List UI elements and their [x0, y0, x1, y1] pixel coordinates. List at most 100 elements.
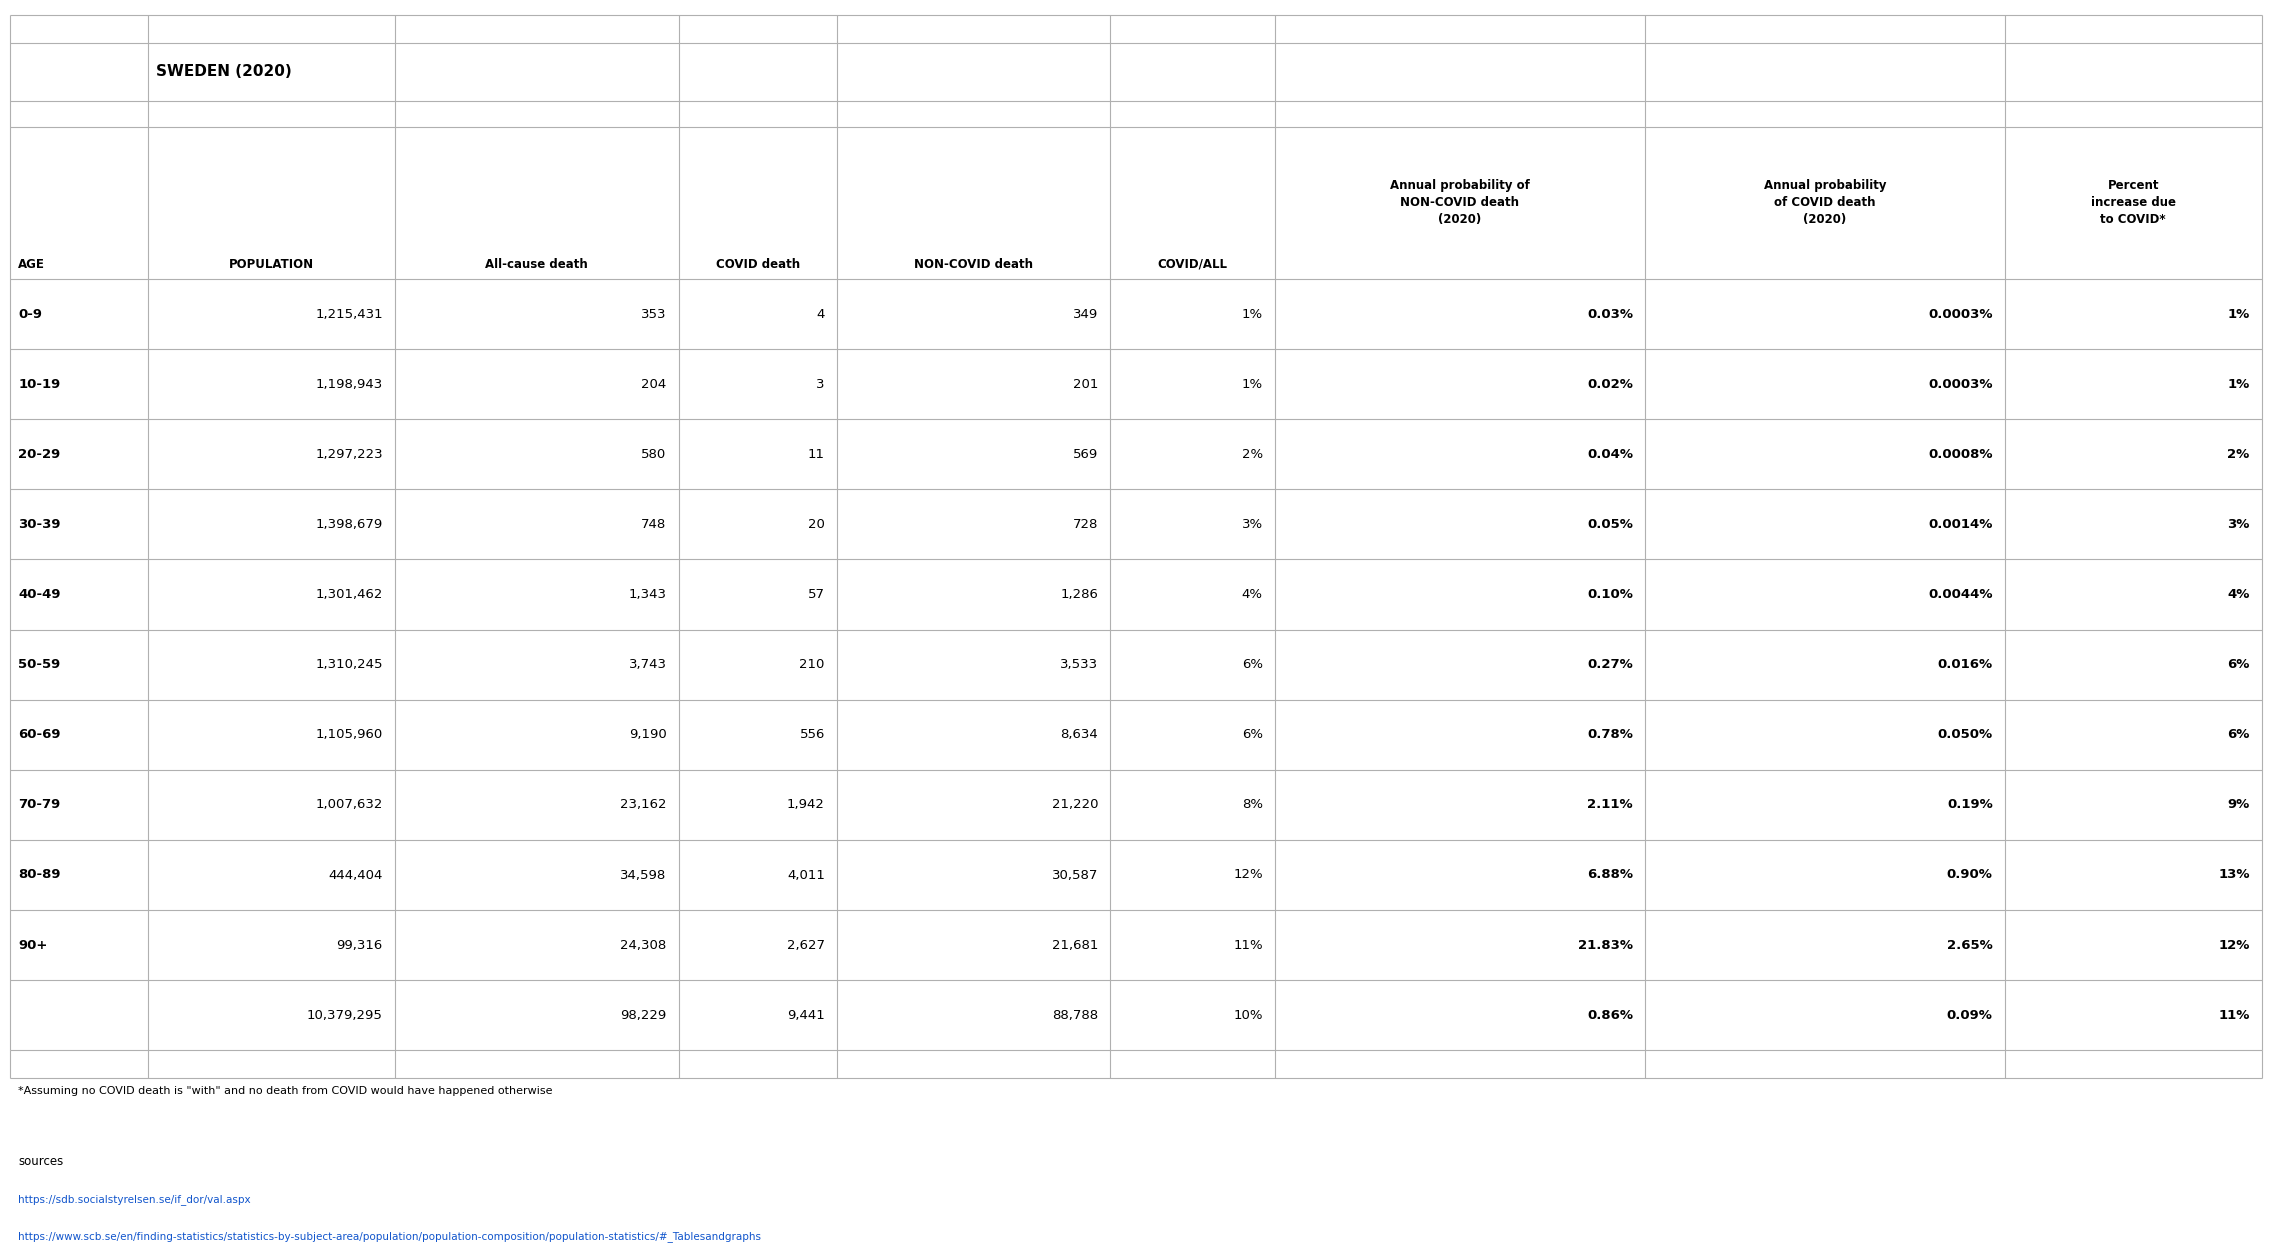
Text: 70-79: 70-79	[18, 799, 61, 811]
Text: 1%: 1%	[2227, 378, 2249, 391]
Text: 0.0003%: 0.0003%	[1929, 308, 1993, 320]
Text: 1,942: 1,942	[786, 799, 825, 811]
Text: *Assuming no COVID death is "with" and no death from COVID would have happened o: *Assuming no COVID death is "with" and n…	[18, 1086, 552, 1096]
Text: 99,316: 99,316	[336, 939, 382, 951]
Text: 0.09%: 0.09%	[1947, 1009, 1993, 1021]
Text: 0.0014%: 0.0014%	[1929, 518, 1993, 531]
Text: 1,301,462: 1,301,462	[316, 588, 382, 601]
Text: 4%: 4%	[1243, 588, 1263, 601]
Text: 90+: 90+	[18, 939, 48, 951]
Text: 21,220: 21,220	[1052, 799, 1097, 811]
Text: 3%: 3%	[2227, 518, 2249, 531]
Text: 11%: 11%	[1234, 939, 1263, 951]
Text: 0.90%: 0.90%	[1947, 869, 1993, 881]
Text: 8,634: 8,634	[1061, 729, 1097, 741]
Text: 0.10%: 0.10%	[1588, 588, 1634, 601]
Text: 6%: 6%	[1243, 729, 1263, 741]
Text: 1,007,632: 1,007,632	[316, 799, 382, 811]
Text: 1,343: 1,343	[629, 588, 666, 601]
Text: 0.0044%: 0.0044%	[1929, 588, 1993, 601]
Text: 2.65%: 2.65%	[1947, 939, 1993, 951]
Text: 6%: 6%	[2227, 729, 2249, 741]
Text: 569: 569	[1072, 448, 1097, 461]
Text: 0.050%: 0.050%	[1938, 729, 1993, 741]
Text: AGE: AGE	[18, 258, 45, 271]
Text: SWEDEN (2020): SWEDEN (2020)	[157, 64, 291, 79]
Text: 728: 728	[1072, 518, 1097, 531]
Text: 4,011: 4,011	[786, 869, 825, 881]
Text: 11: 11	[809, 448, 825, 461]
Text: 50-59: 50-59	[18, 659, 61, 671]
Text: 1,198,943: 1,198,943	[316, 378, 382, 391]
Text: 3: 3	[816, 378, 825, 391]
Text: 556: 556	[800, 729, 825, 741]
Text: 12%: 12%	[1234, 869, 1263, 881]
Text: NON-COVID death: NON-COVID death	[913, 258, 1034, 271]
Text: 9%: 9%	[2227, 799, 2249, 811]
Text: Annual probability
of COVID death
(2020): Annual probability of COVID death (2020)	[1763, 179, 1886, 226]
Text: 349: 349	[1072, 308, 1097, 320]
Text: 20-29: 20-29	[18, 448, 61, 461]
Text: 353: 353	[641, 308, 666, 320]
Text: 0.05%: 0.05%	[1588, 518, 1634, 531]
Text: 34,598: 34,598	[620, 869, 666, 881]
Text: 0.016%: 0.016%	[1938, 659, 1993, 671]
Text: 30,587: 30,587	[1052, 869, 1097, 881]
Text: 0.02%: 0.02%	[1588, 378, 1634, 391]
Text: 0.04%: 0.04%	[1586, 448, 1634, 461]
Text: 40-49: 40-49	[18, 588, 61, 601]
Text: 60-69: 60-69	[18, 729, 61, 741]
Text: 6%: 6%	[2227, 659, 2249, 671]
Text: All-cause death: All-cause death	[486, 258, 588, 271]
Text: 12%: 12%	[2217, 939, 2249, 951]
Text: 11%: 11%	[2217, 1009, 2249, 1021]
Text: 1%: 1%	[1243, 308, 1263, 320]
Text: 0.78%: 0.78%	[1588, 729, 1634, 741]
Text: 57: 57	[809, 588, 825, 601]
Text: 30-39: 30-39	[18, 518, 61, 531]
Text: 23,162: 23,162	[620, 799, 666, 811]
Text: 0.0008%: 0.0008%	[1929, 448, 1993, 461]
Text: 3%: 3%	[1243, 518, 1263, 531]
Text: 201: 201	[1072, 378, 1097, 391]
Text: 2,627: 2,627	[786, 939, 825, 951]
Text: 20: 20	[809, 518, 825, 531]
Text: 4%: 4%	[2227, 588, 2249, 601]
Text: Percent
increase due
to COVID*: Percent increase due to COVID*	[2090, 179, 2177, 226]
Text: 1,286: 1,286	[1061, 588, 1097, 601]
Text: 2%: 2%	[2227, 448, 2249, 461]
Text: 21.83%: 21.83%	[1577, 939, 1634, 951]
Text: sources: sources	[18, 1155, 64, 1168]
Text: 88,788: 88,788	[1052, 1009, 1097, 1021]
Text: 0.86%: 0.86%	[1586, 1009, 1634, 1021]
Text: 0.03%: 0.03%	[1586, 308, 1634, 320]
Text: 0.19%: 0.19%	[1947, 799, 1993, 811]
Text: 10-19: 10-19	[18, 378, 61, 391]
Text: Annual probability of
NON-COVID death
(2020): Annual probability of NON-COVID death (2…	[1390, 179, 1529, 226]
Text: 2%: 2%	[1243, 448, 1263, 461]
Text: 0.0003%: 0.0003%	[1929, 378, 1993, 391]
Text: 1,310,245: 1,310,245	[316, 659, 382, 671]
Text: 6.88%: 6.88%	[1586, 869, 1634, 881]
Text: 444,404: 444,404	[329, 869, 382, 881]
Text: 1,297,223: 1,297,223	[316, 448, 382, 461]
Text: 210: 210	[800, 659, 825, 671]
Text: 2.11%: 2.11%	[1588, 799, 1634, 811]
Text: 21,681: 21,681	[1052, 939, 1097, 951]
Text: COVID death: COVID death	[716, 258, 800, 271]
Text: https://www.scb.se/en/finding-statistics/statistics-by-subject-area/population/p: https://www.scb.se/en/finding-statistics…	[18, 1231, 761, 1241]
Text: 8%: 8%	[1243, 799, 1263, 811]
Text: 9,441: 9,441	[786, 1009, 825, 1021]
Text: COVID/ALL: COVID/ALL	[1156, 258, 1227, 271]
Text: 1%: 1%	[2227, 308, 2249, 320]
Text: 4: 4	[816, 308, 825, 320]
Text: 3,533: 3,533	[1061, 659, 1097, 671]
Text: 580: 580	[641, 448, 666, 461]
Text: 9,190: 9,190	[629, 729, 666, 741]
Text: 10,379,295: 10,379,295	[307, 1009, 382, 1021]
Text: 3,743: 3,743	[629, 659, 666, 671]
Text: 24,308: 24,308	[620, 939, 666, 951]
Text: 0.27%: 0.27%	[1588, 659, 1634, 671]
Text: 10%: 10%	[1234, 1009, 1263, 1021]
Text: 1%: 1%	[1243, 378, 1263, 391]
